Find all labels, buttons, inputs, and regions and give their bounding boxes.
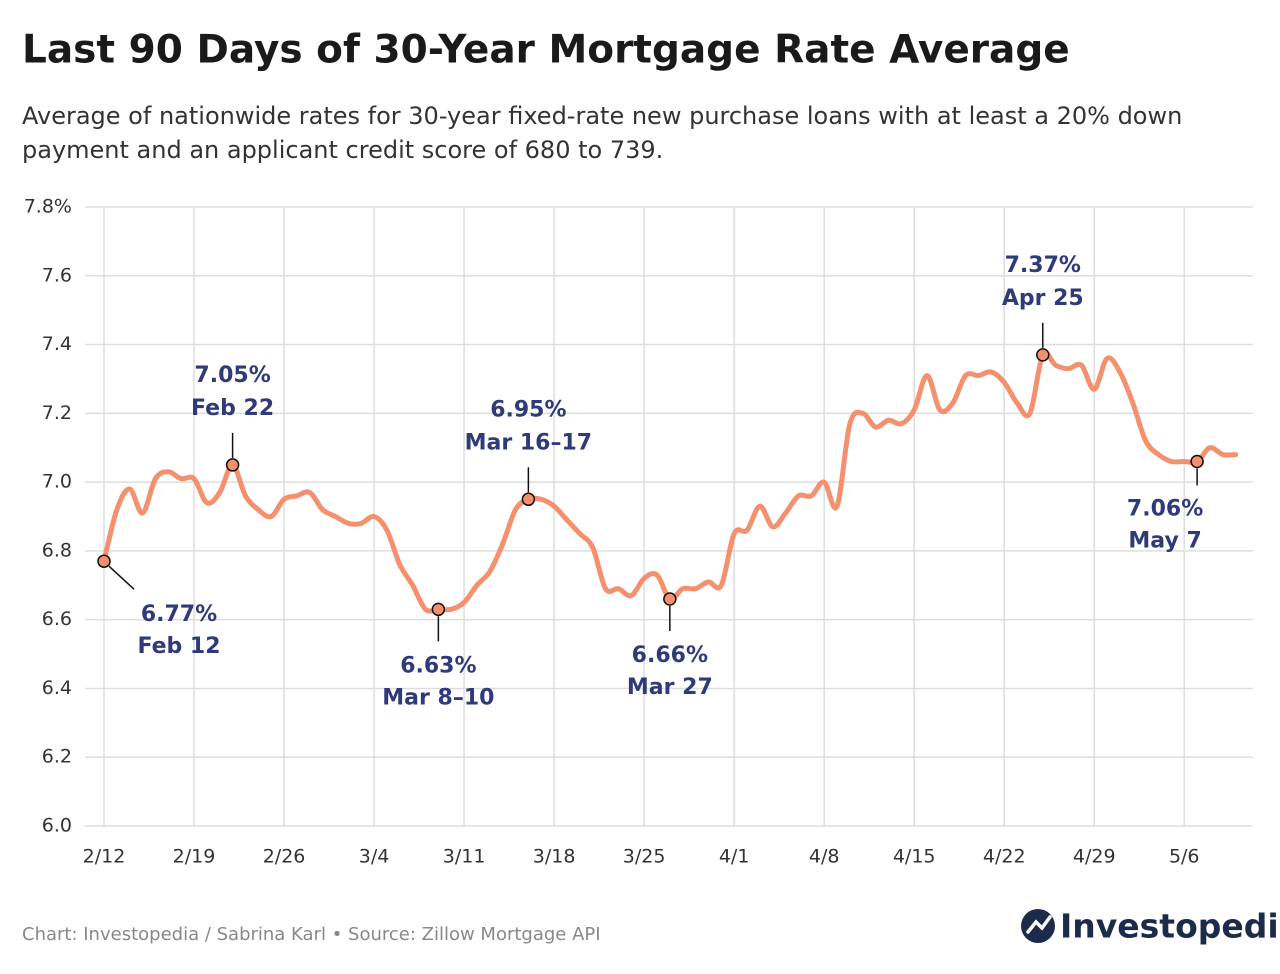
annotation-point [521,492,536,507]
y-tick-label: 6.6 [42,608,72,630]
annotation-date: Mar 27 [627,675,713,700]
annotation-value: 6.95% [490,397,566,422]
y-tick-label: 7.6 [42,264,72,286]
y-tick-label: 6.2 [42,746,72,768]
y-tick-label: 6.8 [42,539,72,561]
annotation-value: 7.06% [1127,496,1203,521]
annotation-value: 6.63% [400,653,476,678]
annotation-value: 7.05% [194,363,270,388]
y-tick-label: 7.2 [42,402,72,424]
x-tick-label: 2/26 [263,846,306,868]
y-tick-label: 6.4 [42,677,72,699]
annotation-date: Feb 12 [137,634,220,659]
annotation-value: 7.37% [1005,253,1081,278]
annotation-value: 6.77% [141,602,217,627]
annotation-date: Feb 22 [191,396,274,421]
annotation-point [663,592,677,606]
subtitle: Average of nationwide rates for 30-year … [22,102,1182,130]
annotation-point [1036,348,1050,362]
annotation-value: 6.66% [632,643,708,668]
y-tick-label: 7.0 [42,471,72,493]
subtitle: payment and an applicant credit score of… [22,136,663,164]
annotation-date: Mar 8–10 [382,685,494,710]
x-tick-label: 5/6 [1169,846,1200,868]
y-tick-label: 7.8% [24,196,72,218]
x-tick-label: 3/4 [359,846,390,868]
x-tick-label: 3/11 [443,846,486,868]
annotation-date: Apr 25 [1002,286,1084,311]
logo-icon [1021,909,1055,943]
x-tick-label: 4/8 [809,846,840,868]
x-tick-label: 4/29 [1073,846,1116,868]
annotation-date: Mar 16–17 [465,430,592,455]
x-tick-label: 2/19 [173,846,216,868]
x-tick-label: 2/12 [83,846,126,868]
chart-title: Last 90 Days of 30-Year Mortgage Rate Av… [22,28,1070,73]
annotation-leader [108,565,135,590]
annotation-date: May 7 [1128,528,1201,553]
annotation-point [97,554,111,568]
brand: Investopedia [1060,907,1280,946]
annotation-point [1190,454,1204,469]
x-tick-label: 4/15 [893,846,936,868]
y-tick-label: 7.4 [42,333,72,355]
x-tick-label: 4/22 [983,846,1026,868]
annotation-point [431,602,446,617]
x-tick-label: 4/1 [719,846,750,868]
annotation-point [225,458,240,472]
y-tick-label: 6.0 [42,815,72,837]
source: Chart: Investopedia / Sabrina Karl • Sou… [22,924,601,945]
x-tick-label: 3/25 [623,846,666,868]
x-tick-label: 3/18 [533,846,576,868]
